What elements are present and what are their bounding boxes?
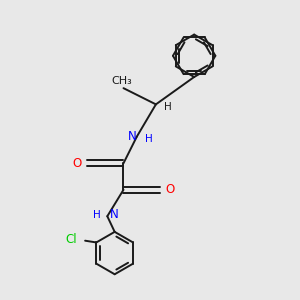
Text: O: O [166, 183, 175, 196]
Text: H: H [145, 134, 153, 144]
Text: H: H [164, 102, 172, 112]
Text: Cl: Cl [65, 233, 77, 246]
Text: H: H [93, 210, 101, 220]
Text: CH₃: CH₃ [112, 76, 132, 86]
Text: N: N [110, 208, 118, 221]
Text: N: N [128, 130, 136, 143]
Text: O: O [72, 157, 81, 170]
